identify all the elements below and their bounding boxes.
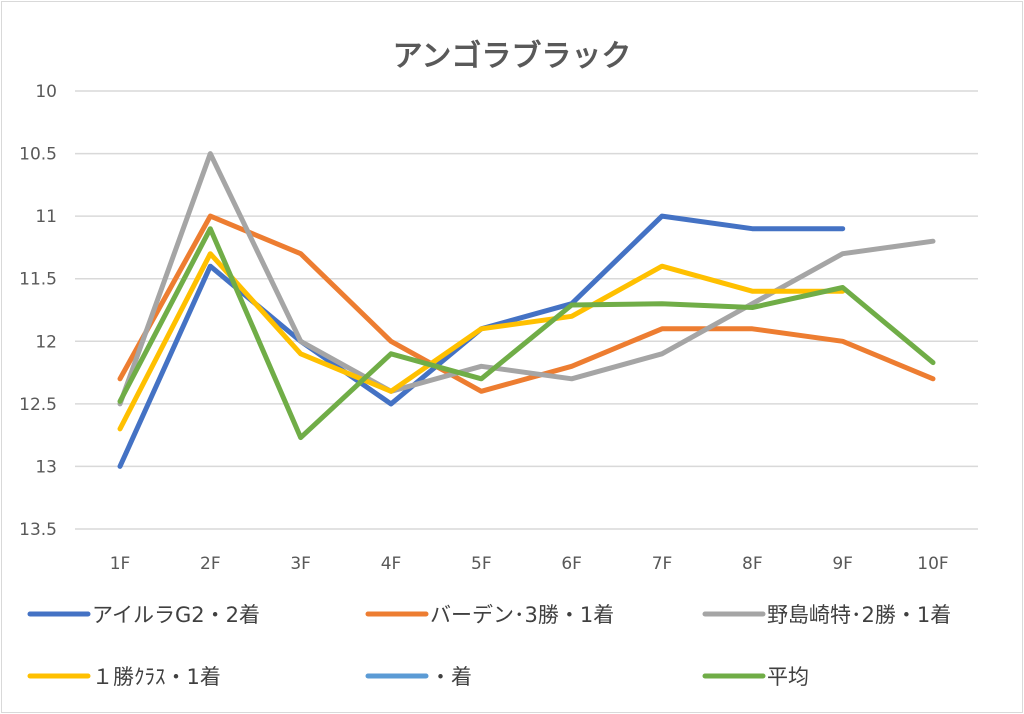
legend-item: アイルラG2・2着: [27, 603, 260, 627]
x-tick-label: 9F: [832, 554, 853, 574]
legend-label: 野島崎特･2勝・1着: [767, 603, 951, 627]
x-tick-label: 3F: [290, 554, 311, 574]
x-tick-label: 7F: [652, 554, 673, 574]
y-tick-label: 12: [35, 332, 57, 352]
y-tick-label: 10.5: [19, 145, 57, 165]
x-tick-label: 10F: [917, 554, 948, 574]
x-tick-label: 4F: [381, 554, 402, 574]
legend-label: バーデン･3勝・1着: [430, 603, 614, 627]
x-tick-label: 8F: [742, 554, 763, 574]
series-line: [117, 251, 846, 432]
legend-item: 野島崎特･2勝・1着: [702, 603, 951, 627]
y-tick-label: 11: [35, 207, 57, 227]
y-tick-label: 12.5: [19, 395, 57, 415]
x-tick-label: 5F: [471, 554, 492, 574]
legend-label: アイルラG2・2着: [92, 603, 260, 627]
legend-label: 平均: [767, 665, 809, 689]
chart-title: アンゴラブラック: [393, 39, 632, 74]
y-tick-label: 10: [35, 82, 57, 102]
legend-label: １勝ｸﾗｽ・1着: [92, 665, 221, 689]
y-tick-label: 11.5: [19, 270, 57, 290]
y-tick-label: 13: [35, 457, 57, 477]
legend-label: ・着: [430, 665, 472, 689]
legend-item: １勝ｸﾗｽ・1着: [27, 665, 221, 689]
x-tick-label: 2F: [200, 554, 221, 574]
series-line: [117, 151, 936, 407]
legend-item: 平均: [702, 665, 809, 689]
x-tick-label: 6F: [561, 554, 582, 574]
legend-item: ・着: [365, 665, 472, 689]
series-line: [117, 226, 936, 441]
series-line: [117, 213, 936, 394]
x-tick-label: 1F: [110, 554, 131, 574]
y-tick-label: 13.5: [19, 520, 57, 540]
legend-item: バーデン･3勝・1着: [365, 603, 614, 627]
